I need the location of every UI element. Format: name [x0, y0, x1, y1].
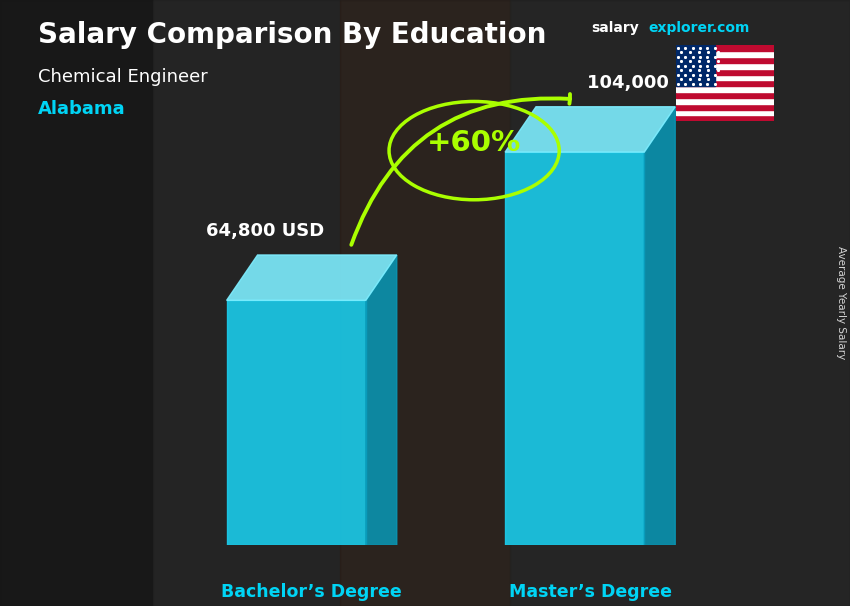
Bar — [676, 98, 774, 104]
Bar — [676, 45, 715, 86]
Bar — [676, 57, 774, 63]
Polygon shape — [644, 107, 675, 545]
Bar — [0, 0, 153, 606]
Bar — [676, 92, 774, 98]
Polygon shape — [227, 255, 397, 301]
Bar — [227, 301, 366, 545]
Bar — [676, 75, 774, 81]
Bar — [340, 0, 510, 606]
Text: Master’s Degree: Master’s Degree — [508, 583, 672, 601]
Text: 104,000 USD: 104,000 USD — [586, 73, 717, 92]
Bar — [676, 81, 774, 86]
Text: Chemical Engineer: Chemical Engineer — [38, 68, 208, 86]
Bar — [676, 45, 774, 52]
Text: Alabama: Alabama — [38, 100, 126, 118]
Bar — [510, 0, 850, 606]
Text: 64,800 USD: 64,800 USD — [207, 222, 325, 240]
Bar — [676, 63, 774, 68]
Polygon shape — [366, 255, 397, 545]
Bar — [676, 104, 774, 110]
Bar — [676, 110, 774, 115]
Polygon shape — [505, 107, 675, 152]
Bar — [676, 52, 774, 57]
Text: Average Yearly Salary: Average Yearly Salary — [836, 247, 846, 359]
Bar — [505, 152, 644, 545]
Text: explorer.com: explorer.com — [649, 21, 750, 35]
Bar — [676, 115, 774, 121]
Text: Salary Comparison By Education: Salary Comparison By Education — [38, 21, 547, 49]
Text: salary: salary — [591, 21, 638, 35]
Bar — [153, 0, 340, 606]
Text: +60%: +60% — [427, 129, 521, 157]
Text: Bachelor’s Degree: Bachelor’s Degree — [221, 583, 402, 601]
Bar — [676, 68, 774, 75]
Bar — [676, 86, 774, 92]
